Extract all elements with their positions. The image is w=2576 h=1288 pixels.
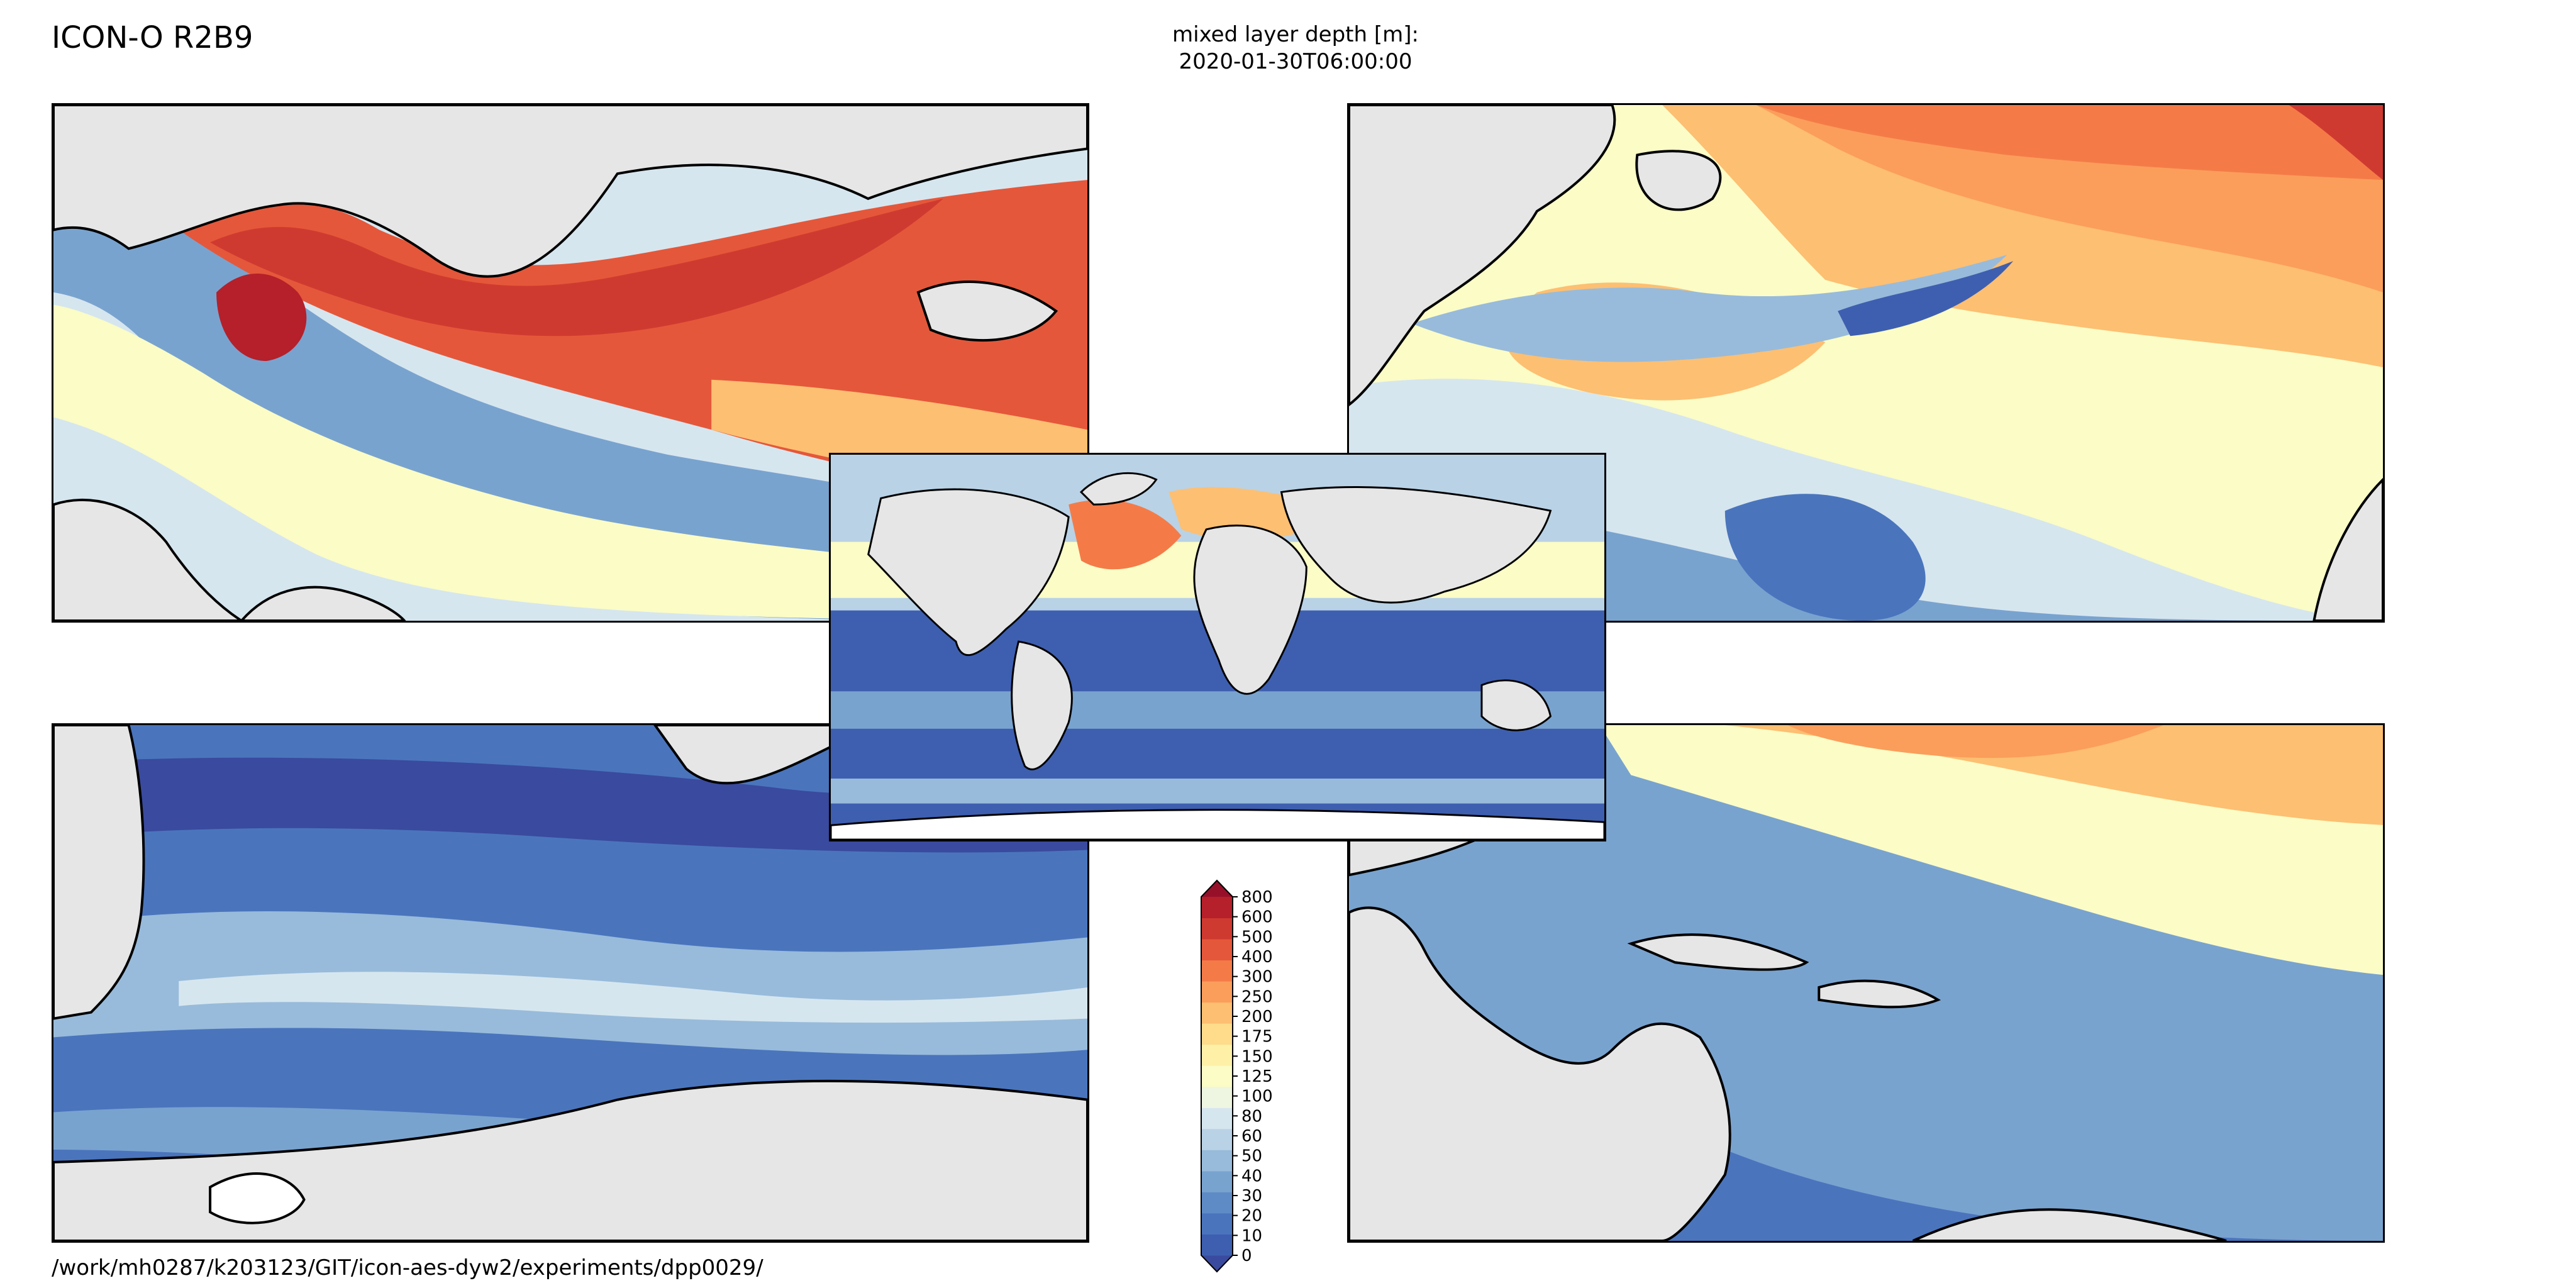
- colorbar-segment: [1201, 1065, 1233, 1087]
- colorbar-tick-label: 150: [1241, 1047, 1273, 1066]
- colorbar-tick-label: 600: [1241, 908, 1273, 927]
- colorbar-segment: [1201, 1023, 1233, 1045]
- map-panel-global: [829, 453, 1606, 841]
- colorbar-segment: [1201, 960, 1233, 982]
- model-title: ICON-O R2B9: [52, 20, 253, 55]
- colorbar-tick-label: 10: [1241, 1226, 1262, 1245]
- colorbar-extend-max: [1201, 880, 1233, 897]
- map-panel-caribbean: [1347, 723, 2385, 1243]
- colorbar-tick-label: 30: [1241, 1187, 1262, 1206]
- colorbar-segment: [1201, 897, 1233, 919]
- timestamp: 2020-01-30T06:00:00: [1179, 49, 1413, 74]
- colorbar-segment: [1201, 1150, 1233, 1172]
- colorbar-tick-label: 250: [1241, 987, 1273, 1006]
- experiment-path: /work/mh0287/k203123/GIT/icon-aes-dyw2/e…: [52, 1255, 763, 1280]
- colorbar-segment: [1201, 1086, 1233, 1108]
- colorbar-tick-label: 500: [1241, 928, 1273, 947]
- colorbar-segment: [1201, 1170, 1233, 1192]
- colorbar-tick-label: 125: [1241, 1067, 1273, 1086]
- colorbar-segment: [1201, 1044, 1233, 1066]
- colorbar-tick-label: 100: [1241, 1087, 1273, 1106]
- map-global: [831, 455, 1604, 840]
- colorbar-segment: [1201, 1108, 1233, 1130]
- colorbar-tick-label: 175: [1241, 1028, 1273, 1046]
- colorbar-segment: [1201, 918, 1233, 940]
- colorbar-tick-label: 50: [1241, 1147, 1262, 1166]
- colorbar-tick-label: 400: [1241, 948, 1273, 967]
- colorbar-tick-label: 60: [1241, 1127, 1262, 1146]
- colorbar-segment: [1201, 1213, 1233, 1235]
- colorbar-tick-label: 0: [1241, 1246, 1252, 1265]
- colorbar-tick-label: 20: [1241, 1207, 1262, 1226]
- colorbar-segment: [1201, 1128, 1233, 1150]
- colorbar-segment: [1201, 1002, 1233, 1024]
- variable-title: mixed layer depth [m]:: [1172, 22, 1419, 47]
- colorbar-graphic: 8006005004003002502001751501251008060504…: [1201, 879, 1273, 1273]
- colorbar: 800 600 500 400 300 250 200 175 150 125 100 80 60 50 4…: [1195, 878, 1321, 1277]
- colorbar-segment: [1201, 1234, 1233, 1256]
- colorbar-tick-label: 300: [1241, 968, 1273, 987]
- colorbar-extend-min: [1201, 1255, 1233, 1272]
- colorbar-tick-label: 40: [1241, 1167, 1262, 1185]
- map-caribbean: [1349, 725, 2383, 1241]
- colorbar-segment: [1201, 1192, 1233, 1214]
- colorbar-segment: [1201, 981, 1233, 1003]
- map-north-atlantic-subtropical: [1349, 105, 2383, 621]
- colorbar-tick-label: 80: [1241, 1107, 1262, 1126]
- colorbar-tick-label: 800: [1241, 888, 1273, 907]
- colorbar-segment: [1201, 939, 1233, 961]
- colorbar-tick-label: 200: [1241, 1008, 1273, 1026]
- figure-title: mixed layer depth [m]: 2020-01-30T06:00:…: [1107, 21, 1484, 75]
